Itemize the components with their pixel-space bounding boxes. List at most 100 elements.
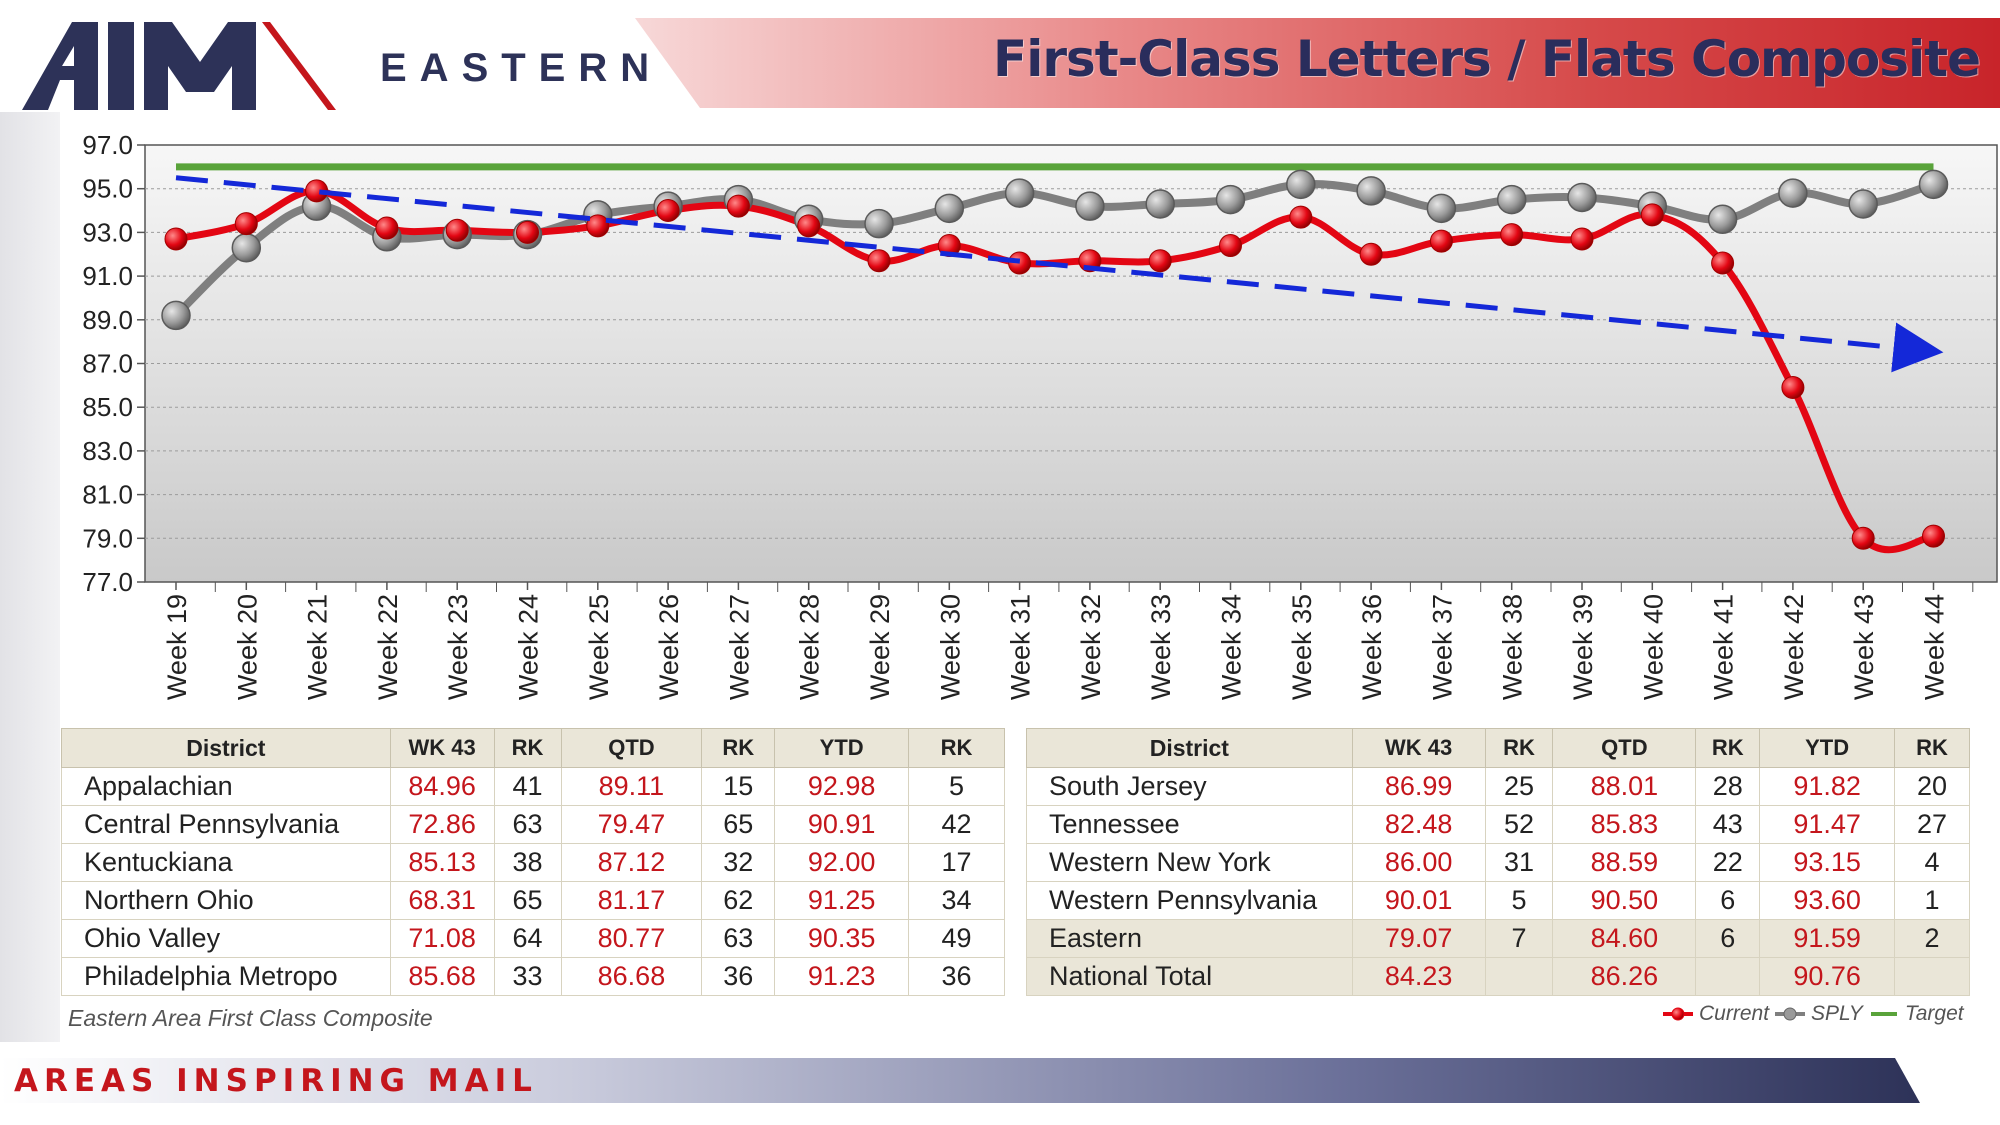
current-point	[164, 227, 188, 251]
left-table-cell: Northern Ohio	[61, 881, 391, 920]
left-table-cell: 65	[493, 881, 562, 920]
left-table-cell: 87.12	[560, 843, 703, 882]
sply-point	[1356, 176, 1386, 206]
x-tick-label: Week 34	[1217, 594, 1247, 700]
right-table-cell: 25	[1484, 767, 1554, 806]
trend-arrow	[175, 175, 1944, 373]
sply-point	[1848, 189, 1878, 219]
left-table-cell: 86.68	[560, 957, 703, 996]
aim-logo	[22, 22, 336, 110]
current-point	[1781, 376, 1805, 400]
x-tick-label: Week 29	[865, 594, 895, 700]
left-table-cell: 65	[701, 805, 776, 844]
chart-legend: Current SPLY Target	[1663, 1002, 1964, 1026]
left-table-cell: 36	[908, 957, 1005, 996]
legend-sply-marker	[1775, 1007, 1806, 1021]
table-row: Eastern 79.07 7 84.60 6 91.59 2	[1026, 919, 1970, 958]
left-table-header-0: District	[61, 728, 391, 768]
current-point	[1429, 229, 1453, 253]
left-table-cell: 89.11	[560, 767, 703, 806]
right-table-cell: 91.47	[1759, 805, 1896, 844]
x-tick-label: Week 40	[1638, 594, 1668, 700]
x-tick-label: Week 42	[1779, 594, 1809, 700]
table-row: Tennessee 82.48 52 85.83 43 91.47 27	[1026, 805, 1970, 844]
left-table-cell: 36	[701, 957, 776, 996]
right-table-cell: 1	[1894, 881, 1970, 920]
x-tick-label: Week 33	[1146, 594, 1176, 700]
right-table-cell: 27	[1894, 805, 1970, 844]
y-tick-label: 95.0	[82, 174, 133, 204]
right-table-header-0: District	[1026, 728, 1353, 768]
x-tick-label: Week 24	[514, 594, 544, 700]
right-table-cell: 86.00	[1351, 843, 1486, 882]
current-point	[726, 194, 750, 218]
right-table-cell: 84.23	[1351, 957, 1486, 996]
table-row: Philadelphia Metropo 85.68 33 86.68 36 91.23 3…	[61, 957, 1005, 996]
sply-point	[1075, 191, 1105, 221]
current-point	[797, 214, 821, 238]
left-table-cell: 33	[493, 957, 562, 996]
right-table-cell: 2	[1894, 919, 1970, 958]
table-row: Kentuckiana 85.13 38 87.12 32 92.00 17	[61, 843, 1005, 882]
page-title: First-Class Letters / Flats Composite	[993, 30, 1981, 88]
header: EASTERN First-Class Letters / Flats Comp…	[0, 0, 2000, 112]
sply-point	[1426, 193, 1457, 224]
left-table-cell: 34	[908, 881, 1005, 920]
y-tick-label: 83.0	[82, 436, 133, 466]
header-red-banner	[635, 18, 2000, 108]
left-table-cell: 80.77	[560, 919, 703, 958]
y-tick-label: 81.0	[82, 480, 133, 510]
right-table-cell: 86.26	[1552, 957, 1697, 996]
x-tick-label: Week 25	[584, 594, 614, 700]
current-point	[867, 249, 891, 273]
y-tick-label: 77.0	[82, 567, 133, 597]
sply-point	[934, 193, 965, 224]
right-table-cell	[1695, 957, 1761, 996]
x-tick-label: Week 41	[1709, 594, 1739, 700]
sply-point	[1778, 178, 1808, 208]
left-table-header-5: YTD	[774, 728, 910, 768]
left-table-cell: Kentuckiana	[61, 843, 391, 882]
current-point	[234, 212, 258, 236]
current-point	[1289, 205, 1313, 229]
right-table-cell: 91.82	[1759, 767, 1896, 806]
left-table-cell: 5	[908, 767, 1005, 806]
right-table-cell: 7	[1484, 919, 1554, 958]
left-table-header-1: WK 43	[389, 728, 495, 768]
right-table-cell: Tennessee	[1026, 805, 1353, 844]
right-table-cell: 88.01	[1552, 767, 1697, 806]
left-table-cell: 32	[701, 843, 776, 882]
right-table-cell: 90.76	[1759, 957, 1896, 996]
left-table-cell: 38	[493, 843, 562, 882]
right-table-cell: 22	[1695, 843, 1761, 882]
brand-name: EASTERN	[380, 46, 663, 90]
current-point	[1711, 251, 1735, 275]
right-table-header-4: RK	[1695, 728, 1761, 768]
x-tick-label: Week 39	[1568, 594, 1598, 700]
left-table-cell: 41	[493, 767, 562, 806]
x-tick-label: Week 21	[303, 594, 333, 700]
y-tick-label: 85.0	[82, 392, 133, 422]
right-table-cell: 52	[1484, 805, 1554, 844]
x-tick-label: Week 22	[373, 594, 403, 700]
left-table-cell: 81.17	[560, 881, 703, 920]
right-table-cell	[1484, 957, 1554, 996]
left-decoration	[0, 112, 60, 1042]
table-row: Northern Ohio 68.31 65 81.17 62 91.25 34	[61, 881, 1005, 920]
right-table-header-2: RK	[1484, 728, 1554, 768]
right-table-cell: 6	[1695, 919, 1761, 958]
table-row: National Total 84.23 86.26 90.76	[1026, 957, 1970, 996]
sply-point	[1004, 178, 1035, 208]
current-point	[1922, 524, 1945, 548]
right-table-cell: South Jersey	[1026, 767, 1353, 806]
right-table-cell: 91.59	[1759, 919, 1896, 958]
legend-target-marker	[1870, 1012, 1897, 1016]
left-table-cell: 85.68	[389, 957, 495, 996]
left-table-cell: 72.86	[389, 805, 495, 844]
x-tick-label: Week 35	[1287, 594, 1317, 700]
header-graphics	[22, 18, 2000, 110]
right-table-cell: 6	[1695, 881, 1761, 920]
table-row: Western New York 86.00 31 88.59 22 93.15 4	[1026, 843, 1970, 882]
footer-bar	[0, 1058, 1920, 1103]
left-table-cell: Ohio Valley	[61, 919, 391, 958]
